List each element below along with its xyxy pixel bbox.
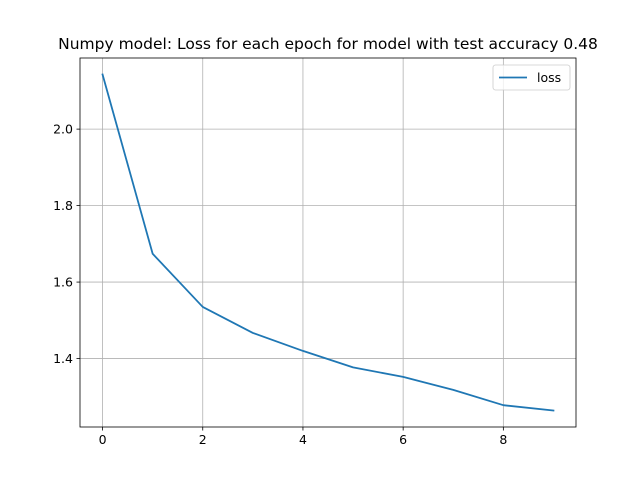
y-tick-label: 1.4 [53,351,73,366]
x-tick-label: 6 [399,432,407,447]
y-tick-label: 1.8 [53,198,73,213]
plot-area [80,58,576,427]
y-axis-ticks: 1.4 1.6 1.8 2.0 [53,122,80,366]
chart-title: Numpy model: Loss for each epoch for mod… [58,35,598,53]
series-line-loss [101,73,555,412]
series-layer [101,73,555,412]
x-axis-ticks: 0 2 4 6 8 [99,427,507,447]
x-tick-label: 4 [299,432,307,447]
x-tick-label: 2 [199,432,207,447]
legend-label: loss [537,70,561,85]
x-tick-label: 8 [499,432,507,447]
axes-frame [79,57,577,428]
y-tick-label: 2.0 [53,122,73,137]
y-tick-label: 1.6 [53,275,73,290]
legend-box [492,64,571,91]
x-tick-label: 0 [99,432,107,447]
legend: loss [492,64,571,91]
axes [79,57,577,428]
